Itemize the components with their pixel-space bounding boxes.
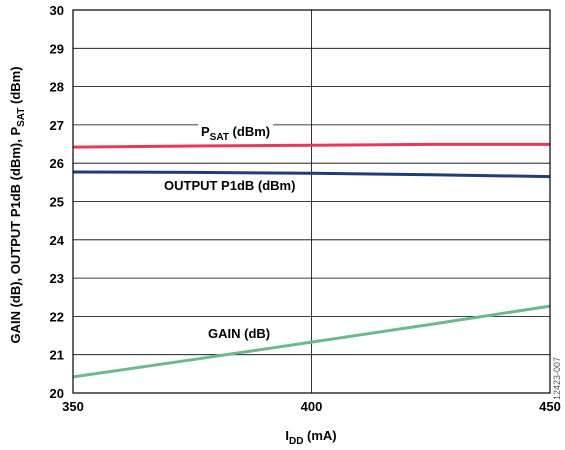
series-label-psat: PSAT (dBm) (201, 124, 270, 143)
y-tick-label-22: 22 (50, 309, 64, 324)
y-tick-label-29: 29 (50, 41, 64, 56)
series-line-p1db (72, 170, 551, 179)
x-axis-title: IDD (mA) (285, 428, 336, 447)
plot-area-frame (72, 9, 551, 394)
y-tick-label-21: 21 (50, 348, 64, 363)
y-axis-ticks: 20 21 22 23 24 25 26 27 28 29 30 (50, 3, 65, 401)
series-label-gain: GAIN (dB) (208, 326, 270, 341)
figure-id: 12423-007 (552, 357, 562, 400)
x-tick-label-400: 400 (301, 399, 323, 414)
y-tick-label-30: 30 (50, 3, 64, 18)
grid-lines (73, 10, 550, 393)
series-line-psat (72, 142, 550, 149)
series-lines (72, 142, 551, 379)
y-tick-label-27: 27 (50, 118, 64, 133)
series-labels: PSAT (dBm) OUTPUT P1dB (dBm) GAIN (dB) (161, 124, 299, 341)
series-label-gain-background (205, 326, 274, 341)
x-axis-ticks: 350 400 450 (62, 399, 561, 414)
y-tick-label-24: 24 (50, 233, 65, 248)
y-axis-title: GAIN (dB), OUTPUT P1dB (dBm), PSAT (dBm) (8, 66, 27, 343)
series-line-gain (72, 304, 551, 379)
y-tick-label-23: 23 (50, 271, 64, 286)
y-tick-label-25: 25 (50, 195, 64, 210)
x-tick-label-450: 450 (539, 399, 561, 414)
y-tick-label-28: 28 (50, 80, 64, 95)
x-tick-label-350: 350 (62, 399, 84, 414)
series-label-output-p1db-background (161, 178, 299, 193)
y-tick-label-20: 20 (50, 386, 64, 401)
series-label-psat-background (198, 124, 274, 143)
y-tick-label-26: 26 (50, 156, 64, 171)
series-label-output-p1db: OUTPUT P1dB (dBm) (164, 178, 295, 193)
